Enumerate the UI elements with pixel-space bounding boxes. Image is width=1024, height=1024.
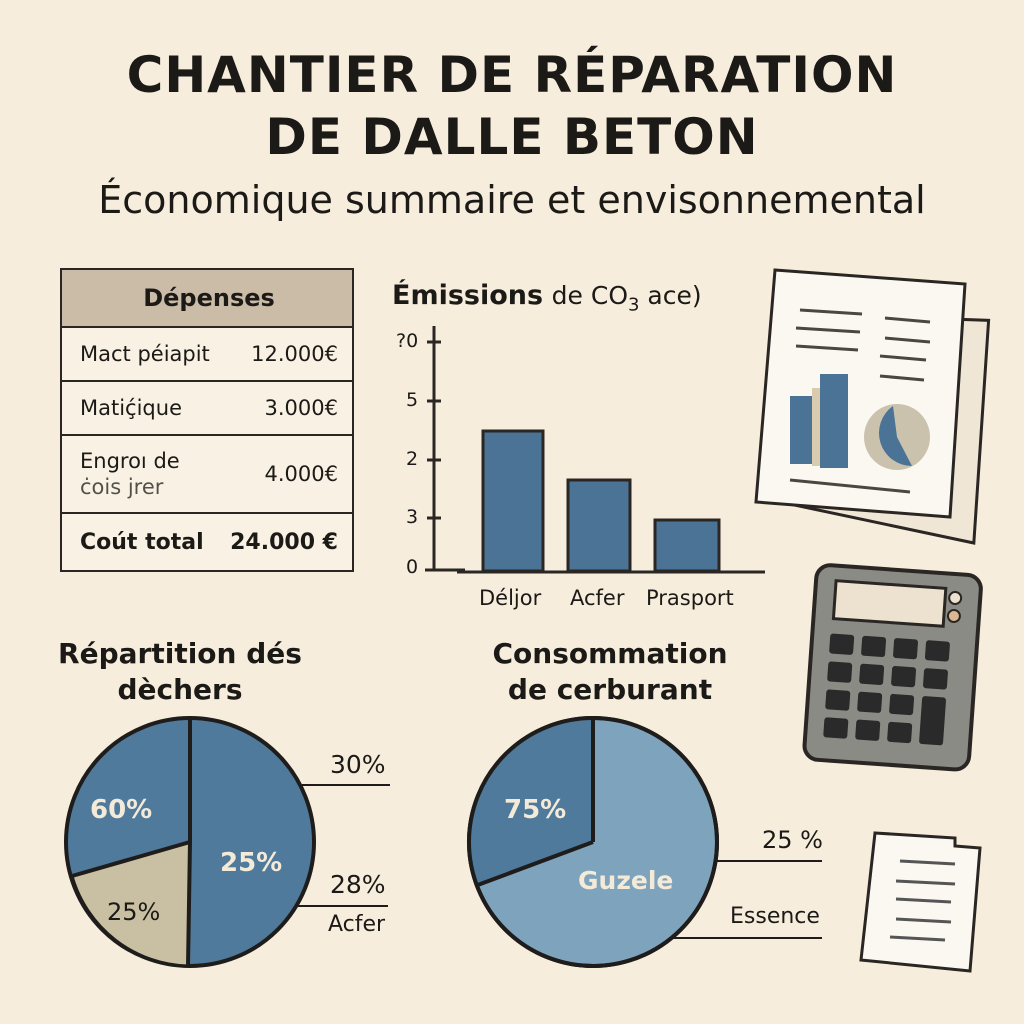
bar-chart-title-sub: 3 — [628, 294, 640, 316]
row-label-line1: Engroı de — [80, 449, 180, 473]
bar-chart-title: Émissions de CO3 ace) — [392, 280, 702, 315]
callout-label: 28% — [330, 870, 386, 899]
fuel-pie-title: Consommation de cerburant — [460, 636, 760, 708]
row-value: 3.000€ — [264, 396, 338, 420]
xtick-label: Déljor — [479, 586, 542, 610]
expenses-table: Dépenses Mact péiapit 12.000€ Matiḉique … — [60, 268, 354, 572]
callout-line — [716, 860, 822, 862]
xtick-label: Prasport — [646, 586, 734, 610]
bar-acfer — [566, 478, 632, 573]
ytick-label: 5 — [406, 389, 419, 411]
waste-pie-title-line2: dèchers — [117, 673, 243, 706]
report-document-icon — [754, 268, 991, 545]
row-label: Mact péiapit — [80, 342, 210, 366]
bar-chart-title-tail: ace) — [639, 281, 702, 310]
table-row: Matiḉique 3.000€ — [62, 380, 352, 434]
row-value: 4.000€ — [264, 462, 338, 486]
pie-slice-label: Guzele — [578, 866, 674, 895]
row-value: 12.000€ — [251, 342, 338, 366]
ytick-label: 3 — [406, 506, 419, 528]
ytick-label: 0 — [406, 556, 419, 578]
pie-slice-label: 25% — [220, 848, 283, 878]
fuel-pie-title-line2: de cerburant — [507, 673, 713, 706]
callout-line — [672, 937, 822, 939]
callout-line — [302, 784, 390, 786]
calculator-icon — [802, 563, 983, 772]
table-row-total: Coút total 24.000 € — [62, 512, 352, 570]
row-label-line2: ċois jrer — [80, 475, 164, 499]
table-row: Mact péiapit 12.000€ — [62, 326, 352, 380]
bar-chart-title-rest: de CO — [551, 281, 629, 310]
page-title-line1: CHANTIER DE RÉPARATION — [126, 46, 898, 104]
row-value: 24.000 € — [230, 529, 338, 555]
bar-chart-title-bold: Émissions — [392, 280, 544, 311]
page-title-line2: DE DALLE BETON — [265, 108, 759, 166]
row-label: Coút total — [80, 529, 204, 555]
pie-slice-label: 60% — [90, 795, 153, 825]
callout-label: Essence — [730, 904, 820, 929]
expenses-table-header: Dépenses — [62, 270, 352, 326]
row-label: Engroı de ċois jrer — [80, 448, 180, 500]
ytick-label: 2 — [406, 448, 419, 470]
waste-pie-title: Répartition dés dèchers — [40, 636, 320, 708]
fuel-pie-chart — [466, 716, 719, 968]
bar-deljor — [481, 429, 545, 573]
waste-pie-chart — [64, 716, 316, 968]
table-row: Engroı de ċois jrer 4.000€ — [62, 434, 352, 512]
callout-label: 25 % — [762, 826, 823, 854]
pie-slice-label: 25% — [107, 898, 161, 926]
co2-bar-chart — [425, 326, 765, 574]
note-document-icon — [859, 831, 982, 973]
waste-pie-title-line1: Répartition dés — [58, 637, 302, 670]
callout-line — [298, 905, 388, 907]
pie-slice-label: 75% — [504, 795, 567, 825]
bar-prasport — [653, 518, 721, 573]
page-subtitle: Économique summaire et envisonnemental — [98, 178, 926, 222]
xtick-label: Acfer — [570, 586, 625, 610]
row-label: Matiḉique — [80, 396, 182, 420]
callout-label: Acfer — [328, 912, 386, 937]
callout-label: 30% — [330, 750, 386, 779]
ytick-label: ?0 — [396, 330, 419, 352]
fuel-pie-title-line1: Consommation — [492, 637, 728, 670]
